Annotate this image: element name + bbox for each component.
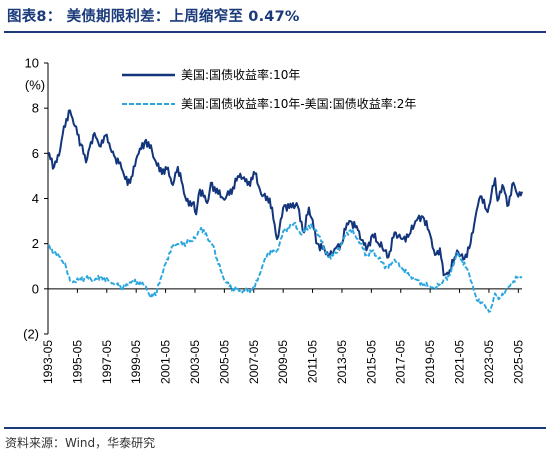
chart-svg: (2) 0 2 4 6 8 10 (%) 1993-05 1995-05 1997-05 1999-0… bbox=[23, 56, 525, 385]
y-tick-label: 8 bbox=[32, 101, 39, 116]
legend-label: 美国:国债收益率:10年 bbox=[181, 67, 300, 82]
x-tick-label: 2013-05 bbox=[335, 340, 349, 384]
chart-title: 图表8： 美债期限利差：上周缩窄至 0.47% bbox=[7, 9, 300, 25]
x-tick-label: 2007-05 bbox=[247, 340, 261, 384]
title-rule bbox=[4, 31, 546, 33]
y-tick-label: 6 bbox=[32, 146, 39, 161]
y-tick-label: 2 bbox=[32, 236, 39, 251]
y-unit-label: (%) bbox=[25, 78, 45, 93]
x-tick-label: 1999-05 bbox=[129, 340, 143, 384]
source-rule bbox=[4, 427, 546, 429]
x-tick-label: 2003-05 bbox=[188, 340, 202, 384]
axes-layer: (2) 0 2 4 6 8 10 (%) 1993-05 1995-05 1997-05 1999-0… bbox=[23, 56, 525, 385]
y-tick-label: 4 bbox=[32, 191, 39, 206]
x-tick-label: 2009-05 bbox=[276, 340, 290, 384]
y-tick-label: 10 bbox=[25, 56, 39, 71]
x-tick-label: 2001-05 bbox=[159, 340, 173, 384]
series-layer bbox=[47, 109, 523, 313]
x-tick-label: 1993-05 bbox=[41, 340, 55, 384]
series-line-10y-yield bbox=[47, 109, 523, 277]
y-tick-label: (2) bbox=[23, 327, 39, 342]
x-tick-label: 2005-05 bbox=[217, 340, 231, 384]
x-tick-label: 2011-05 bbox=[306, 340, 320, 383]
x-tick-label: 2021-05 bbox=[453, 340, 467, 384]
x-tick-label: 2025-05 bbox=[511, 340, 525, 384]
x-tick-label: 2017-05 bbox=[394, 340, 408, 384]
x-tick-label: 1997-05 bbox=[100, 340, 114, 384]
legend-label: 美国:国债收益率:10年-美国:国债收益率:2年 bbox=[181, 96, 416, 111]
x-tick-label: 2019-05 bbox=[423, 340, 437, 384]
x-tick-label: 2023-05 bbox=[482, 340, 496, 384]
source-note: 资料来源：Wind，华泰研究 bbox=[5, 436, 156, 450]
x-tick-label: 1995-05 bbox=[70, 340, 84, 384]
x-tick-label: 2015-05 bbox=[364, 340, 378, 384]
series-line-10y-2y-spread bbox=[47, 221, 523, 313]
y-tick-label: 0 bbox=[32, 281, 39, 296]
